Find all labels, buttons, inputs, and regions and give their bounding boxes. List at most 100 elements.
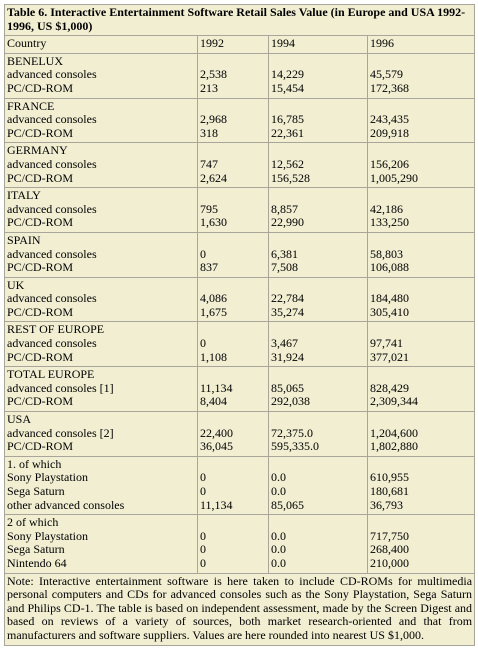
group-name: UK	[7, 277, 25, 292]
value: 837	[200, 260, 218, 275]
group-name: REST OF EUROPE	[7, 322, 105, 337]
value-cell: 58,803 106,088	[366, 231, 476, 278]
row-label: advanced consoles	[7, 336, 97, 351]
value-cell: 610,955 180,681 36,793	[366, 455, 476, 516]
label-cell: REST OF EUROPE advanced consoles PC/CD-ROM	[4, 321, 198, 368]
row-label: Sony Playstation	[7, 470, 89, 485]
value: 0.0	[271, 484, 286, 498]
value: 0.0	[271, 528, 286, 543]
value: 0	[200, 528, 206, 543]
value-cell: 14,229 15,454	[268, 52, 368, 99]
row-label: PC/CD-ROM	[7, 349, 74, 364]
value-cell: 97,741 377,021	[366, 321, 476, 368]
spacer	[370, 516, 472, 530]
value: 31,924	[271, 349, 304, 364]
spacer	[271, 323, 365, 337]
group-name: 2 of which	[7, 515, 59, 530]
value-cell: 717,750 268,400 210,000	[366, 514, 476, 574]
value: 14,229	[271, 67, 304, 82]
value-cell: 828,429 2,309,344	[366, 366, 476, 413]
spacer	[200, 516, 266, 530]
spacer	[370, 100, 472, 114]
spacer	[370, 234, 472, 248]
group-name: FRANCE	[7, 98, 55, 113]
value-cell: 12,562 156,528	[268, 142, 368, 189]
spacer	[271, 234, 365, 248]
value: 305,410	[370, 304, 409, 319]
label-cell: BENELUX advanced consoles PC/CD-ROM	[4, 52, 198, 99]
header-row: Country 1992 1994 1996	[4, 35, 476, 54]
row-label: Sony Playstation	[7, 528, 89, 543]
row-label: advanced consoles [1]	[7, 380, 114, 395]
row-label: advanced consoles	[7, 201, 97, 216]
value: 747	[200, 156, 218, 171]
value: 16,785	[271, 112, 304, 127]
spacer	[271, 144, 365, 158]
note: Note: Interactive entertainment software…	[3, 572, 476, 646]
value-cell: 85,065 292,038	[268, 366, 368, 413]
row-label: PC/CD-ROM	[7, 125, 74, 140]
group-row: GERMANY advanced consoles PC/CD-ROM 747 2,62…	[4, 142, 476, 189]
value: 828,429	[370, 380, 409, 395]
group-name: USA	[7, 412, 32, 427]
group-name: BENELUX	[7, 53, 63, 68]
header-cell: 1992	[197, 35, 269, 54]
spacer	[370, 413, 472, 427]
row-label: advanced consoles	[7, 246, 97, 261]
value-cell: 45,579 172,368	[366, 52, 476, 99]
value-cell: 0.0 0.0 0.0	[268, 514, 368, 574]
row-label: other advanced consoles	[7, 497, 125, 512]
table-body: Table 6. Interactive Entertainment Softw…	[3, 3, 476, 646]
value-cell: 8,857 22,990	[268, 187, 368, 233]
value: 0.0	[271, 470, 286, 485]
value: 6,381	[271, 246, 298, 261]
row-label: advanced consoles	[7, 291, 97, 306]
spacer	[200, 144, 266, 158]
value: 1,108	[200, 349, 227, 364]
value: 243,435	[370, 112, 409, 127]
value-cell: 0 1,108	[197, 321, 269, 368]
value: 45,579	[370, 67, 403, 82]
value: 8,857	[271, 201, 298, 216]
spacer	[271, 458, 365, 472]
value: 795	[200, 201, 218, 216]
value: 0	[200, 542, 206, 557]
value: 3,467	[271, 336, 298, 351]
spacer	[200, 458, 266, 472]
row-label: PC/CD-ROM	[7, 304, 74, 319]
spacer	[200, 100, 266, 114]
value: 2,309,344	[370, 394, 418, 409]
value: 22,784	[271, 291, 304, 306]
value: 595,335.0	[271, 439, 319, 454]
value: 1,802,880	[370, 439, 418, 454]
spacer	[200, 234, 266, 248]
row-label: PC/CD-ROM	[7, 394, 74, 409]
value-cell: 184,480 305,410	[366, 276, 476, 323]
row-label: Sega Saturn	[7, 542, 65, 557]
page: Table 6. Interactive Entertainment Softw…	[3, 3, 476, 646]
value: 156,206	[370, 156, 409, 171]
value-cell: 22,400 36,045	[197, 411, 269, 457]
value: 8,404	[200, 394, 227, 409]
label-cell: USA advanced consoles [2] PC/CD-ROM	[4, 411, 198, 457]
value: 0	[200, 470, 206, 485]
label-cell: ITALY advanced consoles PC/CD-ROM	[4, 187, 198, 233]
row-label: PC/CD-ROM	[7, 260, 74, 275]
value: 1,204,600	[370, 425, 418, 440]
value: 1,630	[200, 215, 227, 230]
value: 172,368	[370, 80, 409, 95]
row-label: advanced consoles [2]	[7, 425, 114, 440]
spacer	[271, 279, 365, 293]
group-row: SPAIN advanced consoles PC/CD-ROM 0 837 6,381…	[4, 231, 476, 278]
value-cell: 22,784 35,274	[268, 276, 368, 323]
value: 11,134	[200, 380, 233, 395]
row-label: advanced consoles	[7, 156, 97, 171]
label-cell: GERMANY advanced consoles PC/CD-ROM	[4, 142, 198, 189]
value: 0	[200, 555, 206, 570]
group-row: USA advanced consoles [2] PC/CD-ROM 22,400 3…	[4, 411, 476, 457]
value: 209,918	[370, 125, 409, 140]
value: 22,400	[200, 425, 233, 440]
note-row: Note: Interactive entertainment software…	[3, 572, 476, 646]
sales-table: Table 6. Interactive Entertainment Softw…	[3, 3, 476, 646]
value: 156,528	[271, 170, 310, 185]
